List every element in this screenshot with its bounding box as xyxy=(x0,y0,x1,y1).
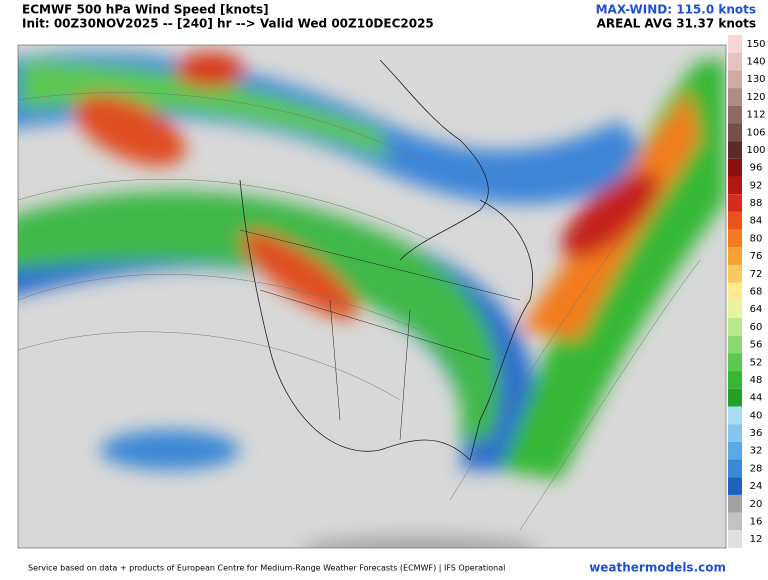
jet-core xyxy=(561,172,659,258)
legend-swatch xyxy=(728,424,742,442)
site: weathermodels.com xyxy=(589,561,726,575)
streamlines xyxy=(18,92,701,531)
legend-swatch xyxy=(728,477,742,495)
legend-swatch xyxy=(728,406,742,425)
legend-swatch xyxy=(728,371,742,389)
legend-label: 92 xyxy=(750,180,763,191)
legend-swatch xyxy=(728,388,742,407)
legend-label: 130 xyxy=(746,74,765,85)
wind-band xyxy=(20,60,390,160)
legend-swatch xyxy=(728,282,742,301)
jet-core xyxy=(175,52,245,88)
legend-swatch xyxy=(728,52,742,71)
legend-swatch xyxy=(728,264,742,283)
legend-swatch xyxy=(728,530,742,548)
jet-core xyxy=(241,230,359,320)
legend-swatch xyxy=(728,300,742,319)
legend-swatch xyxy=(728,459,742,478)
legend-swatch xyxy=(728,141,742,159)
wind-field xyxy=(18,52,726,548)
legend-label: 32 xyxy=(750,446,763,457)
legend-label: 40 xyxy=(750,410,763,421)
legend-swatch xyxy=(728,318,742,336)
legend-swatch xyxy=(728,353,742,372)
legend-label: 76 xyxy=(750,251,763,262)
border xyxy=(239,229,521,441)
legend-label: 68 xyxy=(750,287,763,298)
legend-label: 112 xyxy=(746,110,765,121)
legend-swatch xyxy=(728,35,742,53)
legend-label: 36 xyxy=(750,428,763,439)
subtitle: Init: 00Z30NOV2025 -- [240] hr --> Valid… xyxy=(22,17,434,31)
max-wind: MAX-WIND: 115.0 knots xyxy=(596,3,756,17)
legend-swatch xyxy=(728,194,742,212)
legend-swatch xyxy=(728,70,742,89)
areal-avg: AREAL AVG 31.37 knots xyxy=(597,17,756,31)
legend-swatch xyxy=(728,105,742,124)
legend-swatch xyxy=(728,158,742,177)
map xyxy=(18,45,726,548)
coastlines xyxy=(239,59,533,461)
coastline xyxy=(379,59,489,261)
legend-label: 84 xyxy=(750,216,763,227)
wind-band xyxy=(18,191,500,440)
wind-patch xyxy=(301,535,539,548)
legend-label: 106 xyxy=(746,127,765,138)
legend-label: 140 xyxy=(746,57,765,68)
title: ECMWF 500 hPa Wind Speed [knots] xyxy=(22,3,269,17)
legend-label: 28 xyxy=(750,463,763,474)
legend-label: 88 xyxy=(750,198,763,209)
legend-label: 64 xyxy=(750,304,763,315)
legend-label: 44 xyxy=(750,393,763,404)
legend-swatch xyxy=(728,494,742,513)
legend-label: 16 xyxy=(750,516,763,527)
wind-patch xyxy=(100,430,240,470)
legend-label: 72 xyxy=(750,269,763,280)
legend-label: 80 xyxy=(750,233,763,244)
legend-label: 96 xyxy=(750,163,763,174)
legend-swatch xyxy=(728,211,742,230)
legend-label: 20 xyxy=(750,499,763,510)
legend-swatch xyxy=(728,123,742,142)
legend-label: 56 xyxy=(750,340,763,351)
legend-swatch xyxy=(728,88,742,106)
map-frame xyxy=(17,44,727,549)
legend-label: 120 xyxy=(746,92,765,103)
legend-label: 52 xyxy=(750,357,763,368)
legend-label: 12 xyxy=(750,534,763,545)
legend-label: 48 xyxy=(750,375,763,386)
legend-swatch xyxy=(728,512,742,531)
legend-swatch xyxy=(728,247,742,265)
coastline xyxy=(239,179,533,461)
legend-label: 150 xyxy=(746,39,765,50)
legend-swatch xyxy=(728,229,742,248)
credit: Service based on data + products of Euro… xyxy=(28,564,505,573)
legend-label: 100 xyxy=(746,145,765,156)
jet-core xyxy=(74,94,186,166)
legend-swatch xyxy=(728,441,742,460)
legend-swatch xyxy=(728,335,742,354)
colorbar: 150 140 130 120 112 106 100 96 92 88 84 80 76 72 68 64 6… xyxy=(728,35,766,548)
legend-label: 60 xyxy=(750,322,763,333)
legend-swatch xyxy=(728,176,742,195)
legend-label: 24 xyxy=(750,481,763,492)
